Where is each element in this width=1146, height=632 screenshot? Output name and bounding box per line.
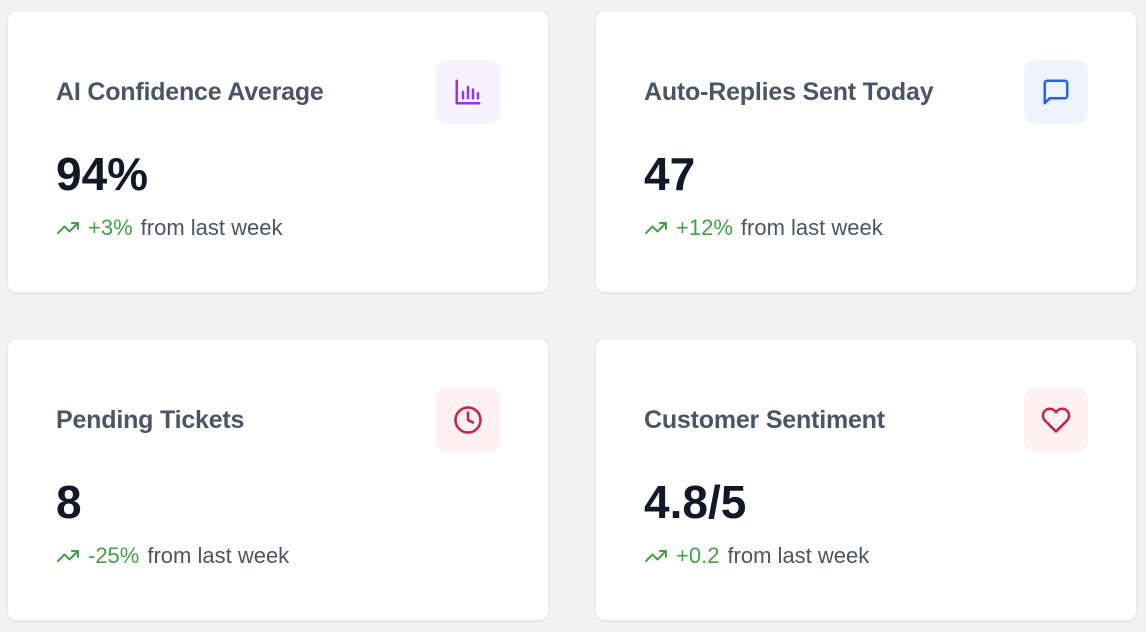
card-icon-box bbox=[436, 60, 500, 124]
trend-change: -25% bbox=[88, 543, 140, 568]
heart-icon bbox=[1041, 407, 1071, 433]
card-value: 47 bbox=[644, 148, 696, 200]
card-title: Auto-Replies Sent Today bbox=[644, 78, 934, 106]
trending-up-icon bbox=[56, 216, 80, 240]
clock-icon bbox=[454, 406, 482, 434]
trending-up-icon bbox=[644, 544, 668, 568]
trend-label: from last week bbox=[740, 215, 883, 240]
card-value: 4.8/5 bbox=[644, 476, 747, 528]
card-value: 94% bbox=[56, 148, 149, 200]
stat-card-pending-tickets: Pending Tickets 8 -25% from last week bbox=[8, 340, 548, 620]
card-title: Pending Tickets bbox=[56, 406, 245, 434]
stat-card-ai-confidence: AI Confidence Average 94% +3% from last … bbox=[8, 12, 548, 292]
trend-change: +0.2 bbox=[676, 543, 720, 568]
trend-change: +3% bbox=[88, 215, 133, 240]
trend-label: from last week bbox=[140, 215, 283, 240]
card-icon-box bbox=[436, 388, 500, 452]
card-trend: +12% from last week bbox=[644, 214, 883, 242]
card-trend: +3% from last week bbox=[56, 214, 282, 242]
card-title: Customer Sentiment bbox=[644, 406, 885, 434]
card-value: 8 bbox=[56, 476, 82, 528]
card-trend: +0.2 from last week bbox=[644, 542, 869, 570]
bar-chart-icon bbox=[455, 79, 481, 105]
message-square-icon bbox=[1043, 79, 1069, 105]
card-icon-box bbox=[1024, 60, 1088, 124]
trend-change: +12% bbox=[676, 215, 733, 240]
stat-card-customer-sentiment: Customer Sentiment 4.8/5 +0.2 from last … bbox=[596, 340, 1136, 620]
stat-card-auto-replies: Auto-Replies Sent Today 47 +12% from las… bbox=[596, 12, 1136, 292]
trend-label: from last week bbox=[147, 543, 290, 568]
trending-up-icon bbox=[644, 216, 668, 240]
card-icon-box bbox=[1024, 388, 1088, 452]
card-trend: -25% from last week bbox=[56, 542, 289, 570]
card-title: AI Confidence Average bbox=[56, 78, 324, 106]
trend-label: from last week bbox=[727, 543, 870, 568]
trending-up-icon bbox=[56, 544, 80, 568]
